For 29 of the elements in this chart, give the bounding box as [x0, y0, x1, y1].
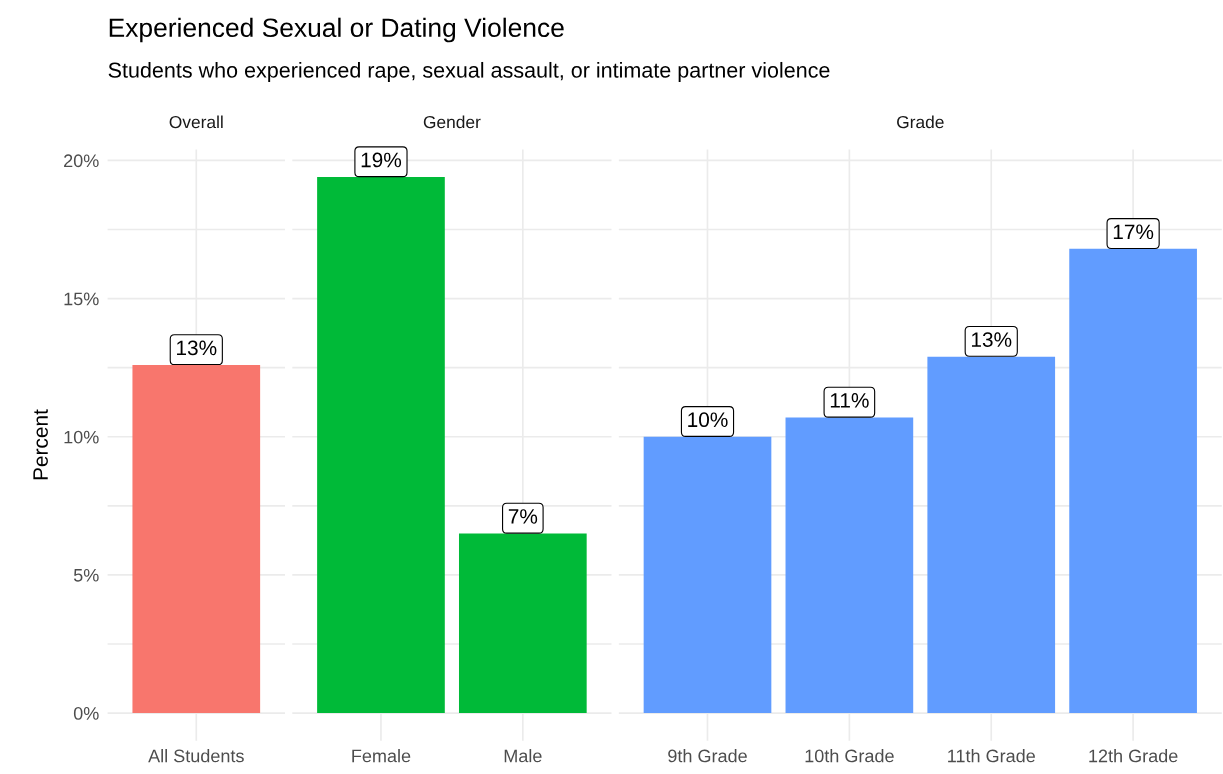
data-label: 7%	[508, 509, 538, 524]
x-tick-label: All Students	[148, 749, 244, 763]
chart-title: Experienced Sexual or Dating Violence	[109, 17, 564, 43]
bar	[1069, 248, 1197, 714]
data-label: 13%	[177, 340, 217, 356]
bar	[927, 356, 1056, 714]
text: Students who experienced rape, sexual assault, or intimate partner violence	[108, 61, 830, 83]
x-tick-label: 9th Grade	[668, 749, 747, 763]
y-tick-label: 5%	[73, 568, 99, 582]
y-tick-label: 10%	[64, 430, 99, 444]
data-label: 17%	[1113, 224, 1154, 240]
text: Gender	[423, 115, 481, 129]
data-label: 13%	[971, 332, 1012, 347]
text: Overall	[169, 115, 223, 129]
y-axis-title: Percent	[33, 409, 48, 480]
x-tick-label: Male	[504, 749, 542, 763]
data-label: 11%	[830, 393, 869, 408]
bar	[785, 417, 914, 714]
y-tick-label: 0%	[73, 707, 99, 720]
bar	[643, 436, 772, 714]
y-tick-label: 20%	[64, 154, 99, 168]
text: Grade	[897, 115, 944, 129]
data-label: 19%	[361, 152, 402, 168]
x-tick-label: Female	[352, 749, 411, 763]
x-tick-label: 12th Grade	[1089, 749, 1178, 763]
data-label: 10%	[688, 412, 728, 428]
x-tick-label: 10th Grade	[805, 749, 894, 763]
y-tick-label: 15%	[64, 292, 99, 306]
x-tick-label: 11th Grade	[948, 749, 1035, 763]
